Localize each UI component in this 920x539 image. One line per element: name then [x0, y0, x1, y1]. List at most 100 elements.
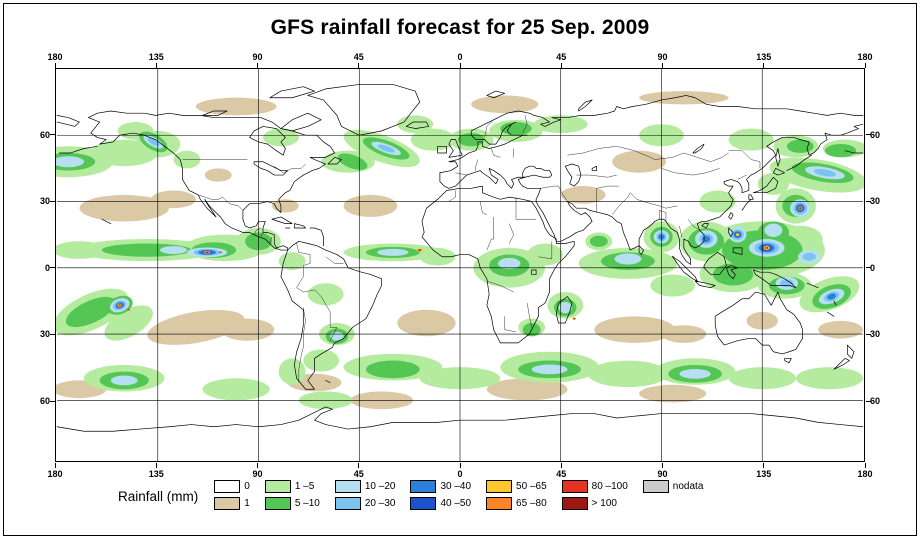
legend-swatch — [561, 497, 588, 510]
rain-patch — [303, 349, 340, 372]
lon-tick-mark — [155, 63, 157, 68]
rain-patch — [160, 246, 187, 255]
lat-tick-label: 60 — [39, 129, 50, 140]
rain-patch — [118, 304, 121, 307]
legend-title: Rainfall (mm) — [118, 489, 199, 504]
rain-patch — [728, 128, 774, 151]
rain-patch — [813, 168, 836, 177]
rain-patch — [418, 249, 422, 252]
rain-patch — [639, 384, 707, 403]
rain-patch — [147, 309, 245, 345]
rain-patch — [219, 251, 222, 254]
lon-tick-mark — [864, 463, 866, 468]
legend-item: 30 –40 — [410, 480, 471, 493]
rain-patch — [56, 156, 84, 168]
lon-tick-label: 90 — [252, 52, 263, 62]
rain-patch — [802, 252, 816, 261]
lon-tick-mark — [257, 63, 258, 68]
lon-tick-label: 90 — [252, 469, 263, 479]
legend-item-label: nodata — [672, 481, 704, 492]
legend-item: 1 — [214, 497, 250, 510]
rain-patch — [498, 257, 521, 269]
lat-tick-mark — [50, 400, 55, 402]
rain-patch — [824, 144, 857, 158]
lat-tick-label: 0 — [44, 262, 50, 273]
legend-swatch — [264, 480, 291, 493]
lat-tick-mark — [866, 134, 871, 136]
lat-tick-label: 0 — [870, 262, 876, 273]
map-title: GFS rainfall forecast for 25 Sep. 2009 — [270, 16, 650, 39]
rain-patch — [65, 296, 116, 328]
rain-patch — [56, 241, 107, 259]
lon-tick-label: 180 — [857, 52, 873, 62]
lon-tick-label: 45 — [353, 52, 364, 62]
legend-swatch — [486, 480, 513, 493]
rain-patch — [202, 378, 270, 401]
legend-item: 40 –50 — [410, 497, 471, 510]
rain-patch — [204, 168, 232, 182]
rain-patch — [271, 199, 299, 213]
legend-item: 65 –80 — [486, 497, 547, 510]
legend-swatch — [486, 497, 513, 510]
rain-patch — [799, 207, 802, 209]
rain-patch — [795, 367, 863, 390]
lon-tick-label: 90 — [657, 469, 668, 479]
lon-tick-label: 0 — [457, 469, 463, 479]
legend-item-label: 1 –5 — [294, 481, 315, 492]
legend-item-label: 65 –80 — [516, 498, 547, 509]
legend-item-label: 80 –100 — [591, 481, 628, 492]
legend-item: > 100 — [561, 497, 628, 510]
legend-item-label: 5 –10 — [294, 498, 320, 509]
lat-tick-label: 60 — [39, 396, 50, 406]
lon-tick-label: 45 — [556, 52, 567, 62]
rain-patch — [110, 375, 138, 386]
rain-patch — [679, 368, 711, 379]
rain-patch — [587, 360, 669, 388]
rain-patch — [786, 139, 814, 153]
lon-tick-label: 135 — [148, 469, 164, 479]
legend-swatch — [334, 497, 361, 510]
rain-patch — [527, 243, 563, 266]
legend-column: 50 –65 65 –80 — [486, 480, 547, 510]
lat-tick-label: 60 — [870, 129, 881, 140]
lon-tick-mark — [54, 463, 56, 468]
latlon-grid — [57, 69, 863, 461]
lon-tick-label: 135 — [148, 52, 164, 62]
rain-patch — [343, 194, 398, 217]
legend-item: 1 –5 — [264, 480, 320, 493]
lat-tick-label: 30 — [39, 329, 50, 340]
map-area — [55, 68, 865, 462]
lon-tick-mark — [459, 63, 461, 68]
rain-patch — [735, 233, 740, 237]
legend-item-label: 40 –50 — [440, 498, 472, 509]
lon-tick-label: 135 — [756, 469, 772, 479]
legend-item: nodata — [642, 480, 704, 493]
rain-patch — [471, 95, 539, 114]
rain-patch — [151, 190, 196, 209]
rain-patch — [712, 263, 754, 286]
rain-patch — [757, 172, 790, 195]
legend-swatch — [410, 497, 437, 510]
rain-patch — [278, 358, 306, 385]
lon-tick-label: 135 — [756, 52, 772, 62]
rain-patch — [594, 316, 675, 343]
rain-patch — [573, 317, 576, 320]
legend-swatch — [642, 480, 669, 493]
lon-tick-mark — [763, 463, 765, 468]
legend-item: 5 –10 — [264, 497, 320, 510]
rain-patch — [531, 364, 568, 375]
lon-tick-mark — [358, 63, 360, 68]
legend-item: 0 — [214, 480, 250, 493]
rain-patch — [486, 378, 568, 401]
rain-patch — [560, 186, 606, 204]
lon-tick-mark — [864, 63, 866, 68]
lat-tick-label: 30 — [870, 329, 881, 340]
lat-tick-mark — [866, 333, 871, 335]
rain-patch — [307, 283, 344, 306]
lon-tick-label: 180 — [857, 469, 873, 479]
legend-swatch — [214, 497, 241, 510]
lat-tick-mark — [50, 200, 55, 202]
legend-item-label: > 100 — [591, 498, 617, 509]
